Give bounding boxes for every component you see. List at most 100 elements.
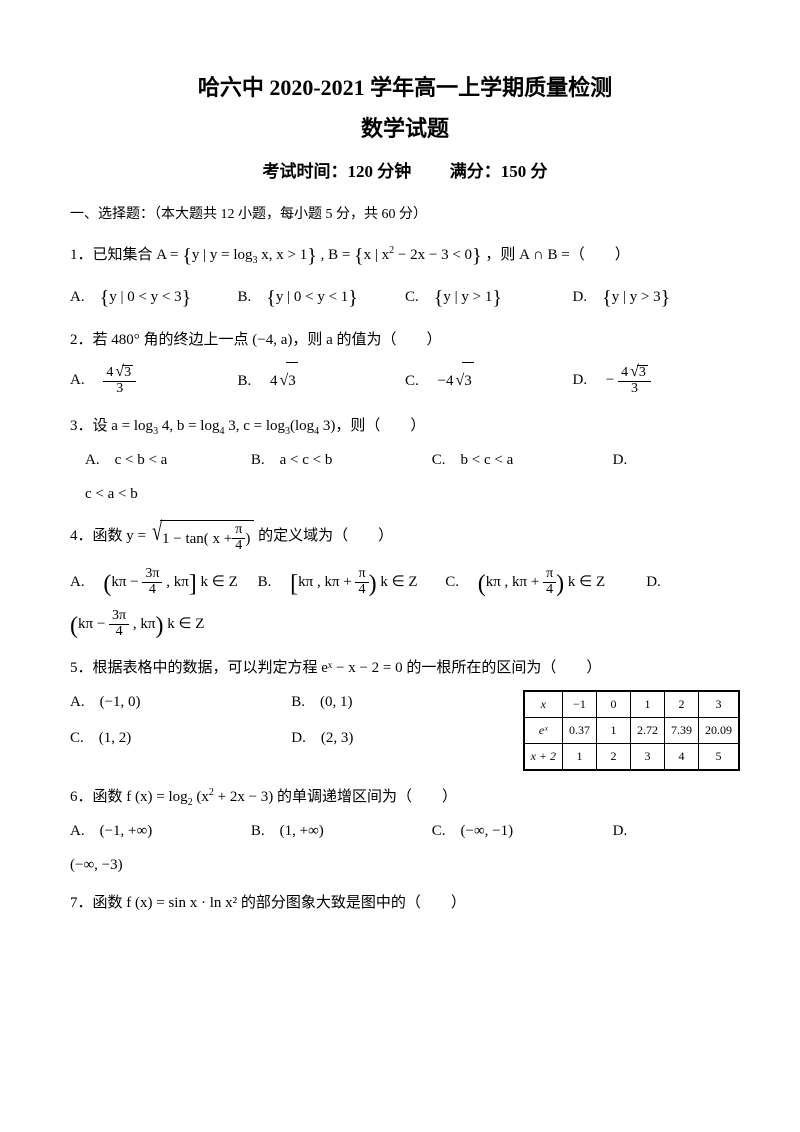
q3-stem: 3．设 a = log3 4, b = log4 3, c = log3(log…	[70, 414, 740, 438]
q4-four1: 4	[232, 539, 245, 554]
cell: −1	[563, 691, 597, 718]
question-6: 6．函数 f (x) = log2 (x2 + 2x − 3) 的单调递增区间为…	[70, 785, 740, 877]
q1-D-text: y | y > 3	[612, 289, 661, 305]
q4-D-kz: k ∈ Z	[163, 616, 204, 632]
q4-rad-body: 1 − tan( x +	[162, 527, 232, 551]
time-value: 120 分钟	[348, 162, 412, 181]
q3-m3: (log	[290, 418, 314, 434]
q5-text: 根据表格中的数据，可以判定方程 eˣ − x − 2 = 0 的一根所在的区间为…	[93, 660, 602, 676]
cell: 0	[597, 691, 631, 718]
q1-stem: 1．已知集合 A = {y | y = log3 x, x > 1} , B =…	[70, 240, 740, 272]
q2-D-frac: 43 3	[618, 364, 651, 396]
q2-D-label: D.	[573, 372, 603, 388]
table-row: x −1 0 1 2 3	[524, 691, 739, 718]
q3-post: ，则（ ）	[335, 418, 425, 434]
q1-C-text: y | y > 1	[443, 289, 492, 305]
q4-C-kpi1: kπ	[486, 574, 501, 590]
q6-num: 6．	[70, 789, 93, 805]
q4-num: 4．	[70, 528, 93, 544]
section-heading: 一、选择题：（本大题共 12 小题，每小题 5 分，共 60 分）	[70, 204, 740, 226]
q5-opt-B: B. (0, 1)	[291, 690, 512, 714]
q3-num: 3．	[70, 418, 93, 434]
q6-mid: (x	[193, 789, 209, 805]
q5-opts-r2: C. (1, 2) D. (2, 3)	[70, 726, 513, 750]
question-1: 1．已知集合 A = {y | y = log3 x, x > 1} , B =…	[70, 240, 740, 314]
q2-D-num: 43	[621, 365, 648, 380]
q3-B-text: B. a < c < b	[251, 452, 333, 468]
q2-C-val: −43	[438, 373, 474, 389]
q4-A-kz: k ∈ Z	[197, 574, 238, 590]
q4-post: 的定义域为（ ）	[258, 528, 393, 544]
q4-C-label: C.	[445, 574, 474, 590]
q5-table-wrap: x −1 0 1 2 3 eˣ 0.37 1 2.72 7.39 20.09 x…	[523, 690, 740, 772]
exam-info: 考试时间：120 分钟 满分：150 分	[70, 158, 740, 185]
q4-A-kpi2: kπ	[174, 574, 189, 590]
q1-pre: 已知集合	[93, 247, 157, 263]
q5-num: 5．	[70, 660, 93, 676]
q3-opt-C: C. b < c < a	[432, 448, 613, 472]
q1-A-body: y | y = log	[192, 247, 253, 263]
q4-D-kpi2: kπ	[140, 616, 155, 632]
q4-B-kpi1: kπ	[298, 574, 313, 590]
question-4: 4．函数 y = √ 1 − tan( x + π4 ) 的定义域为（ ） A.…	[70, 520, 740, 641]
q1-opt-B: B. {y | 0 < y < 1}	[238, 282, 406, 314]
q5-left: A. (−1, 0) B. (0, 1) C. (1, 2) D. (2, 3)	[70, 690, 513, 750]
cell: 3	[631, 744, 665, 771]
table-row: x + 2 1 2 3 4 5	[524, 744, 739, 771]
q1-options: A. {y | 0 < y < 3} B. {y | 0 < y < 1} C.…	[70, 282, 740, 314]
q5-stem: 5．根据表格中的数据，可以判定方程 eˣ − x − 2 = 0 的一根所在的区…	[70, 656, 740, 680]
q4-C-4: 4	[543, 583, 556, 598]
q4-B-pi: π	[355, 567, 368, 583]
q6-tail: + 2x − 3) 的单调递增区间为（ ）	[214, 789, 457, 805]
q2-A-den: 3	[103, 382, 136, 397]
q5-opt-A: A. (−1, 0)	[70, 690, 291, 714]
q4-B-kpi2: kπ	[324, 574, 339, 590]
page-title: 哈六中 2020-2021 学年高一上学期质量检测	[70, 70, 740, 105]
question-3: 3．设 a = log3 4, b = log4 3, c = log3(log…	[70, 414, 740, 506]
q6-opt-D: D.	[613, 819, 740, 843]
page-subtitle: 数学试题	[70, 111, 740, 146]
q3-D2-text: c < a < b	[85, 486, 138, 502]
q4-B-kz: k ∈ Z	[377, 574, 418, 590]
time-label: 考试时间：	[263, 162, 348, 181]
score-value: 150 分	[501, 162, 548, 181]
q2-D-den: 3	[618, 382, 651, 397]
q4-opt-B: B. [kπ , kπ + π4) k ∈ Z	[258, 564, 446, 600]
q4-C-kpi2: kπ	[512, 574, 527, 590]
q6-pre: 函数 f (x) = log	[93, 789, 188, 805]
q5-opt-C: C. (1, 2)	[70, 726, 291, 750]
q6-opt-D-line2: (−∞, −3)	[70, 853, 740, 877]
q4-pi1: π	[232, 523, 245, 539]
cell: 7.39	[665, 717, 699, 743]
q4-rad-tail: )	[245, 527, 250, 551]
q4-options-row1: A. (kπ − 3π4 , kπ] k ∈ Z B. [kπ , kπ + π…	[70, 564, 740, 600]
q3-pre: 设 a = log	[93, 418, 154, 434]
q6-opt-B: B. (1, +∞)	[251, 819, 432, 843]
q3-m1: 4, b = log	[158, 418, 219, 434]
cell: 2.72	[631, 717, 665, 743]
q1-opt-D: D. {y | y > 3}	[573, 282, 741, 314]
q5-opts-r1: A. (−1, 0) B. (0, 1)	[70, 690, 513, 714]
q5-opt-D: D. (2, 3)	[291, 726, 512, 750]
cell: 2	[665, 691, 699, 718]
table-row: eˣ 0.37 1 2.72 7.39 20.09	[524, 717, 739, 743]
q7-stem: 7．函数 f (x) = sin x · ln x² 的部分图象大致是图中的（ …	[70, 891, 740, 915]
q6-opt-C: C. (−∞, −1)	[432, 819, 613, 843]
q2-num: 2．	[70, 332, 93, 348]
q1-opt-A: A. {y | 0 < y < 3}	[70, 282, 238, 314]
q1-B-lhs: B =	[328, 247, 354, 263]
q2-text: 若 480° 角的终边上一点 (−4, a)，则 a 的值为（ ）	[93, 332, 442, 348]
q2-A-label: A.	[70, 372, 100, 388]
q4-pre: 函数 y =	[93, 528, 150, 544]
q2-options: A. 43 3 B. 43 C. −43 D. − 43 3	[70, 362, 740, 400]
q1-B-label: B.	[238, 289, 267, 305]
q1-set-A: A = {y | y = log3 x, x > 1}	[156, 247, 320, 263]
q2-D-sign: −	[606, 372, 614, 388]
q3-A-text: A. c < b < a	[85, 452, 167, 468]
q2-opt-B: B. 43	[238, 362, 406, 400]
q1-A-label: A.	[70, 289, 100, 305]
q6-opt-A: A. (−1, +∞)	[70, 819, 251, 843]
q1-A-tail: x, x > 1	[258, 247, 308, 263]
q4-sqrt: √ 1 − tan( x + π4 )	[150, 520, 255, 553]
q5-row: A. (−1, 0) B. (0, 1) C. (1, 2) D. (2, 3)…	[70, 690, 740, 772]
